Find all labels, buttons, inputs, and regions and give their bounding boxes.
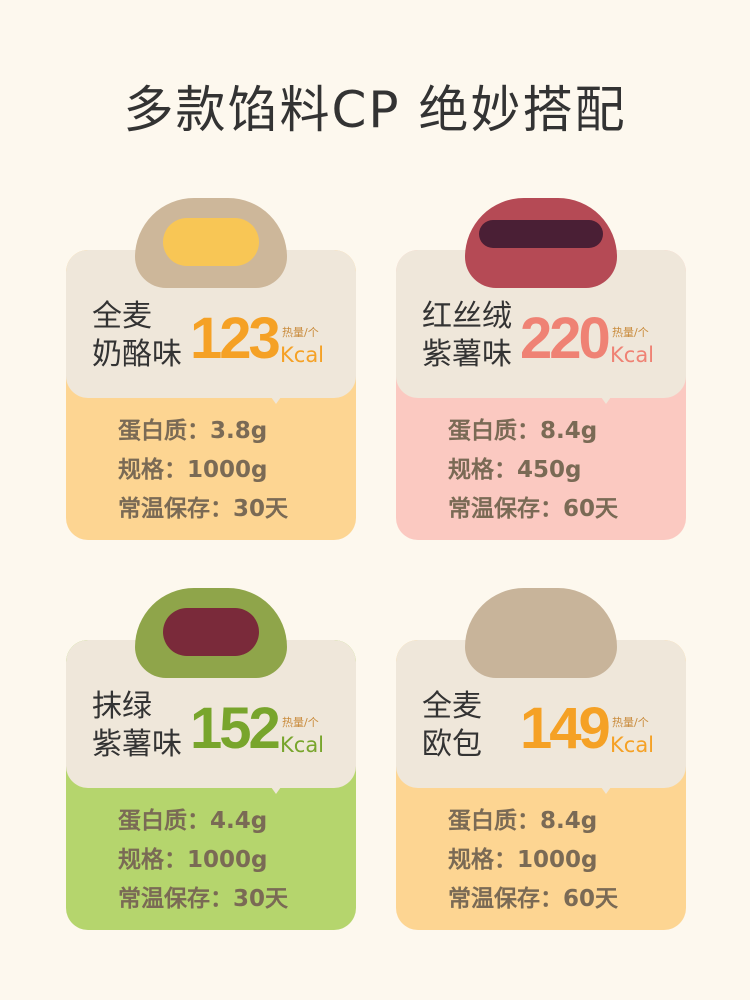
bread-filling (163, 218, 259, 266)
product-name: 红丝绒 紫薯味 (422, 299, 512, 372)
product-card: 抹绿 紫薯味 152 热量/个 Kcal 蛋白质：4.4g 规格：1000g 常温… (66, 640, 356, 930)
storage: 常温保存：30天 (118, 886, 289, 912)
kcal-label: Kcal (280, 733, 325, 757)
calorie-unit: 热量/个 (612, 326, 649, 339)
product-info: 蛋白质：8.4g 规格：1000g 常温保存：60天 (448, 802, 618, 919)
calorie-value: 220 (520, 306, 611, 371)
protein: 蛋白质：4.4g (118, 808, 268, 834)
bread-image (135, 198, 287, 288)
card-tail (596, 780, 616, 794)
product-name: 全麦 奶酪味 (92, 299, 182, 372)
product-name: 抹绿 紫薯味 (92, 689, 182, 762)
calorie-unit: 热量/个 (612, 716, 649, 729)
storage: 常温保存：60天 (448, 886, 619, 912)
product-card: 红丝绒 紫薯味 220 热量/个 Kcal 蛋白质：8.4g 规格：450g 常温… (396, 250, 686, 540)
bread-filling (163, 608, 259, 656)
bread-image (135, 588, 287, 678)
spec: 规格：1000g (118, 847, 268, 873)
bread-image (465, 588, 617, 678)
calorie-value: 149 (520, 696, 611, 761)
kcal-label: Kcal (610, 343, 655, 367)
storage: 常温保存：60天 (448, 496, 619, 522)
protein: 蛋白质：3.8g (118, 418, 268, 444)
product-info: 蛋白质：8.4g 规格：450g 常温保存：60天 (448, 412, 618, 529)
storage: 常温保存：30天 (118, 496, 289, 522)
calorie-value: 123 (190, 306, 281, 371)
spec: 规格：1000g (448, 847, 598, 873)
product-card: 全麦 欧包 149 热量/个 Kcal 蛋白质：8.4g 规格：1000g 常温保… (396, 640, 686, 930)
page-title: 多款馅料CP 绝妙搭配 (123, 81, 627, 139)
calorie-value: 152 (190, 696, 281, 761)
protein: 蛋白质：8.4g (448, 418, 598, 444)
kcal-label: Kcal (610, 733, 655, 757)
kcal-label: Kcal (280, 343, 325, 367)
bread-image (465, 198, 617, 288)
calorie-unit: 热量/个 (282, 326, 319, 339)
card-tail (596, 390, 616, 404)
protein: 蛋白质：8.4g (448, 808, 598, 834)
spec: 规格：450g (448, 457, 582, 483)
product-info: 蛋白质：3.8g 规格：1000g 常温保存：30天 (118, 412, 288, 529)
spec: 规格：1000g (118, 457, 268, 483)
product-card: 全麦 奶酪味 123 热量/个 Kcal 蛋白质：3.8g 规格：1000g 常温… (66, 250, 356, 540)
card-tail (266, 780, 286, 794)
bread-filling (479, 220, 603, 248)
product-info: 蛋白质：4.4g 规格：1000g 常温保存：30天 (118, 802, 288, 919)
calorie-unit: 热量/个 (282, 716, 319, 729)
card-tail (266, 390, 286, 404)
product-name: 全麦 欧包 (422, 689, 482, 762)
